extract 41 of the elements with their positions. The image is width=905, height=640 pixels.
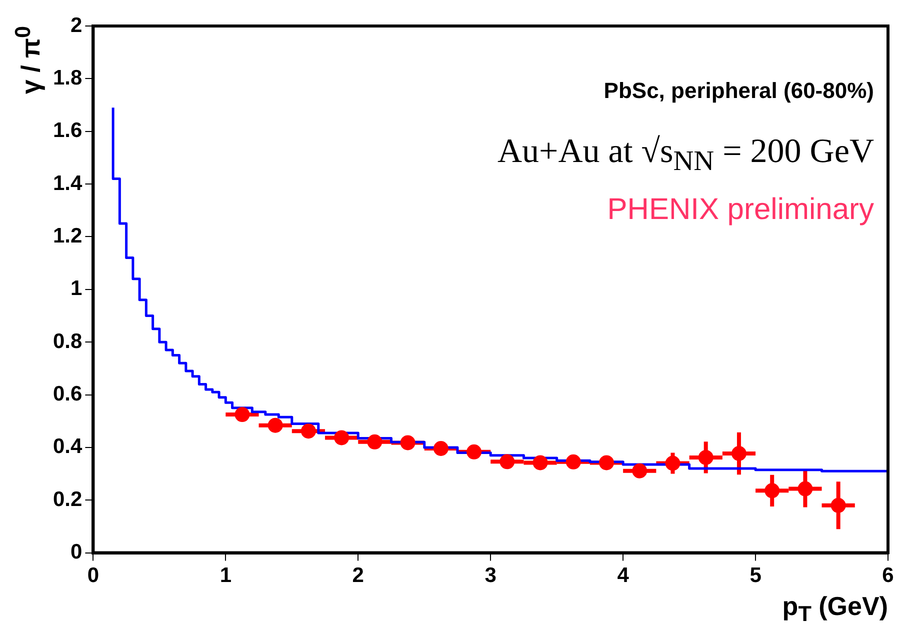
y-tick-label: 0.6 — [52, 382, 82, 406]
point — [268, 418, 283, 433]
y-tick-label: 1.6 — [52, 119, 82, 142]
point — [433, 440, 448, 456]
y-tick-label: 1.4 — [52, 172, 83, 195]
annotation: PbSc, peripheral (60-80%) — [604, 78, 874, 104]
point — [764, 483, 780, 498]
x-tick-label: 4 — [617, 564, 630, 588]
point — [830, 498, 846, 513]
point — [367, 434, 382, 450]
x-tick-label: 0 — [87, 564, 100, 588]
y-tick-label: 1.8 — [52, 66, 83, 90]
point — [566, 454, 581, 470]
point — [798, 481, 813, 496]
x-tick-label: 5 — [750, 564, 762, 588]
x-tick-label: 2 — [352, 564, 364, 588]
x-tick-label: 6 — [882, 564, 894, 588]
point — [731, 446, 746, 461]
y-tick-label: 1 — [70, 277, 83, 300]
point — [334, 430, 350, 446]
y-tick-label: 0 — [70, 540, 82, 564]
y-tick-label: 0.2 — [52, 488, 82, 511]
y-tick-label: 0.8 — [52, 330, 83, 353]
y-tick-label: 0.4 — [52, 435, 83, 458]
y-tick-label: 2 — [70, 14, 82, 37]
point — [632, 463, 648, 478]
point — [466, 444, 482, 460]
point — [300, 424, 316, 439]
point — [400, 435, 416, 450]
point — [500, 454, 515, 470]
annotation: PHENIX preliminary — [607, 193, 874, 227]
annotation: Au+Au at √s$_{NN}$ = 200 GeV — [497, 133, 874, 178]
point — [599, 455, 614, 470]
point — [532, 455, 548, 470]
x-axis-title: p$_{T}$ (GeV) — [782, 590, 888, 627]
y-tick-label: 1.2 — [52, 224, 82, 248]
point — [665, 456, 680, 471]
point — [698, 450, 714, 465]
x-tick-label: 1 — [220, 564, 232, 588]
x-tick-label: 3 — [484, 564, 496, 588]
point — [234, 407, 250, 422]
